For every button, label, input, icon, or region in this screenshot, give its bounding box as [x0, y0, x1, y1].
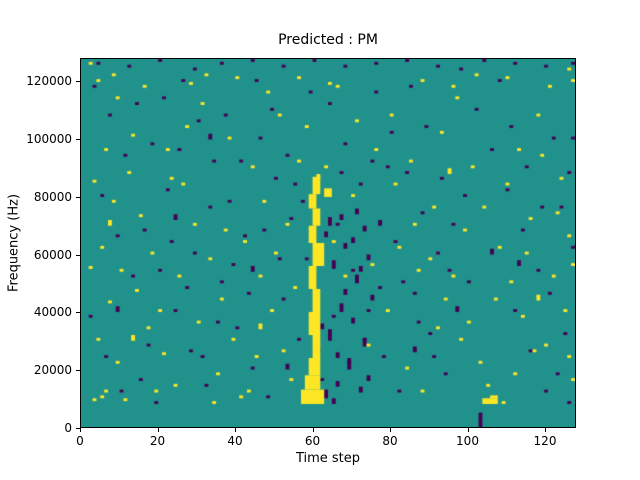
y-tick-label: 0 — [64, 421, 72, 435]
y-tick-label: 120000 — [26, 74, 72, 89]
x-tick-label: 20 — [149, 434, 166, 448]
x-tick-mark — [390, 428, 391, 432]
chart-title: Predicted : PM — [278, 32, 378, 48]
x-axis-label: Time step — [295, 451, 361, 466]
y-tick-label: 80000 — [33, 189, 72, 204]
y-tick-mark — [76, 370, 80, 372]
y-tick-mark — [76, 428, 80, 429]
x-tick-mark — [312, 428, 314, 432]
y-tick-mark — [76, 196, 80, 198]
x-tick-label: 0 — [76, 434, 84, 448]
x-tick-label: 40 — [227, 434, 243, 448]
y-tick-label: 100000 — [26, 131, 72, 146]
x-tick-label: 60 — [304, 434, 321, 448]
y-tick-label: 60000 — [33, 247, 72, 262]
x-tick-mark — [80, 428, 81, 432]
x-tick-label: 120 — [533, 434, 557, 448]
y-tick-mark — [76, 254, 80, 256]
x-tick-mark — [545, 428, 546, 432]
y-tick-mark — [76, 138, 80, 140]
y-tick-mark — [76, 312, 80, 314]
plot-area — [80, 58, 576, 428]
x-tick-label: 80 — [382, 434, 398, 448]
x-tick-mark — [235, 428, 236, 432]
y-tick-label: 40000 — [33, 305, 72, 320]
heatmap-canvas — [81, 59, 575, 427]
y-tick-mark — [76, 81, 80, 83]
y-tick-label: 20000 — [33, 363, 72, 378]
x-tick-mark — [157, 428, 159, 432]
x-tick-label: 100 — [456, 434, 479, 448]
y-axis-label: Frequency (Hz) — [6, 193, 22, 293]
x-tick-mark — [467, 428, 469, 432]
